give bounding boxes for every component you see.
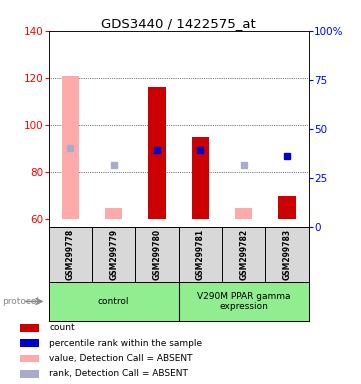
- Text: control: control: [98, 297, 130, 306]
- Title: GDS3440 / 1422575_at: GDS3440 / 1422575_at: [101, 17, 256, 30]
- Bar: [62, 76, 79, 220]
- Bar: [148, 87, 166, 220]
- Text: GSM299780: GSM299780: [153, 229, 161, 280]
- Text: value, Detection Call = ABSENT: value, Detection Call = ABSENT: [49, 354, 192, 363]
- Text: GSM299778: GSM299778: [66, 229, 75, 280]
- Bar: [105, 208, 122, 220]
- Text: percentile rank within the sample: percentile rank within the sample: [49, 339, 202, 348]
- Bar: [192, 137, 209, 220]
- Text: V290M PPAR gamma
expression: V290M PPAR gamma expression: [197, 292, 291, 311]
- Text: GSM299781: GSM299781: [196, 229, 205, 280]
- Bar: [19, 339, 39, 347]
- Text: GSM299783: GSM299783: [283, 229, 291, 280]
- Bar: [235, 208, 252, 220]
- Text: count: count: [49, 323, 75, 332]
- Text: GSM299779: GSM299779: [109, 229, 118, 280]
- Bar: [19, 354, 39, 362]
- Text: rank, Detection Call = ABSENT: rank, Detection Call = ABSENT: [49, 369, 188, 378]
- Text: protocol: protocol: [2, 297, 39, 306]
- Text: GSM299782: GSM299782: [239, 229, 248, 280]
- Bar: [19, 370, 39, 378]
- Bar: [278, 196, 296, 220]
- Bar: [19, 324, 39, 332]
